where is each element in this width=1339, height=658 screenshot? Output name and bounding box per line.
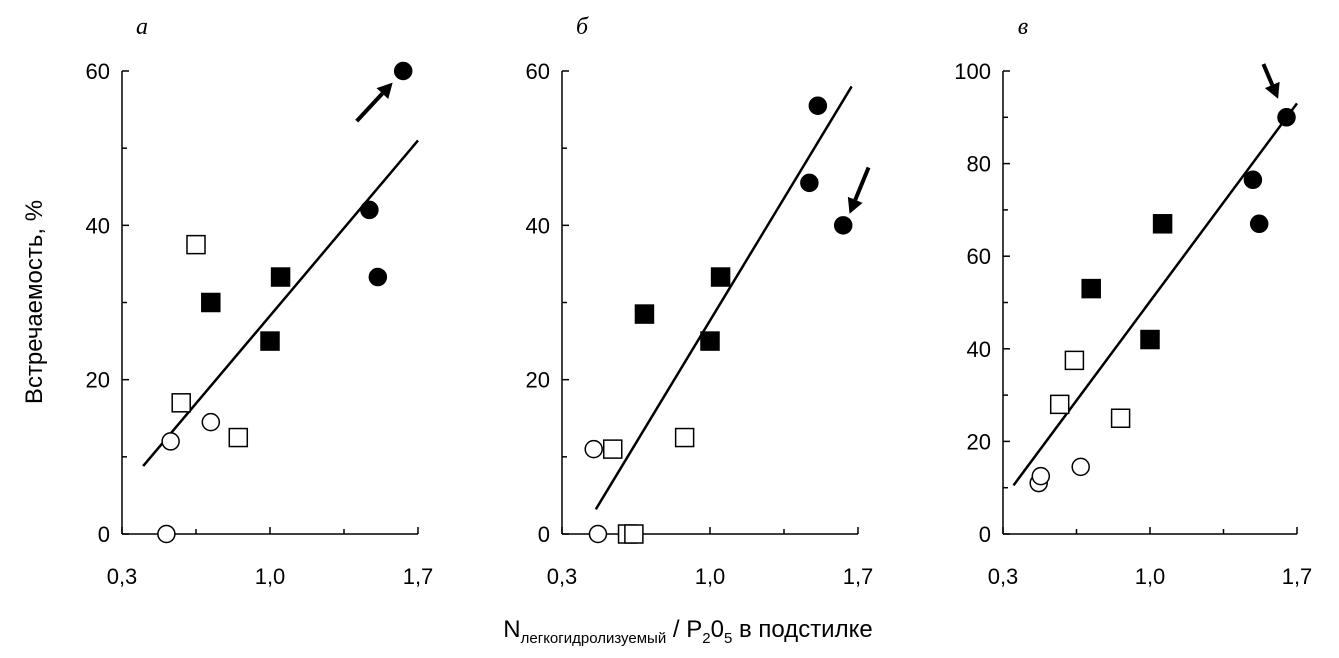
open-square-point bbox=[624, 524, 644, 544]
filled-square-point bbox=[260, 331, 280, 351]
x-label-n: N bbox=[503, 616, 520, 643]
chart-panels: 0 20 40 60 0,3 1,0 1,7 а 0 20 40 60 0,3 1,0 1,7 б 0 20 40 6… bbox=[86, 14, 1313, 589]
panel-letter: в bbox=[1018, 14, 1028, 40]
x-tick-label: 1,0 bbox=[695, 564, 726, 589]
x-label-sub2: 2 bbox=[702, 630, 710, 647]
arrow-head bbox=[376, 82, 393, 100]
regression-line bbox=[594, 85, 853, 510]
y-tick-label: 0 bbox=[979, 522, 991, 547]
arrow-annotation bbox=[847, 166, 871, 214]
filled-square-point bbox=[270, 267, 291, 287]
x-label-zero: 0 bbox=[711, 616, 724, 643]
filled-square-point bbox=[634, 304, 655, 324]
y-tick-label: 20 bbox=[967, 429, 991, 454]
x-axis-label: Nлегкогидролизуемый / P205 в подстилке bbox=[503, 616, 872, 647]
y-tick-label: 40 bbox=[86, 213, 110, 238]
open-circle-point bbox=[1071, 457, 1090, 477]
arrow-shaft bbox=[355, 92, 384, 123]
arrow-annotation bbox=[355, 82, 393, 123]
filled-square-point bbox=[700, 331, 720, 351]
filled-circle-point bbox=[393, 61, 413, 81]
filled-circle-point bbox=[368, 267, 388, 287]
x-tick-label: 0,3 bbox=[547, 564, 578, 589]
open-square-point bbox=[228, 427, 249, 448]
filled-square-point bbox=[710, 267, 731, 287]
regression-line bbox=[1012, 102, 1299, 487]
open-square-point bbox=[674, 427, 695, 448]
filled-circle-point bbox=[1243, 170, 1263, 190]
arrow-shaft bbox=[1261, 63, 1275, 86]
open-square-point bbox=[602, 439, 623, 459]
x-tick-label: 1,7 bbox=[403, 564, 434, 589]
y-axis-label: Встречаемость, % bbox=[21, 200, 48, 404]
open-square-point bbox=[1064, 350, 1085, 371]
open-circle-point bbox=[201, 412, 221, 432]
y-tick-label: 60 bbox=[967, 244, 991, 269]
y-tick-label: 80 bbox=[967, 152, 991, 177]
x-tick-label: 1,0 bbox=[255, 564, 286, 589]
filled-circle-point bbox=[833, 216, 853, 235]
arrow-head bbox=[1264, 81, 1280, 99]
filled-square-point bbox=[1140, 329, 1160, 350]
x-tick-label: 1,7 bbox=[1282, 564, 1313, 589]
x-label-sub5: 5 bbox=[724, 630, 732, 647]
filled-circle-point bbox=[1249, 214, 1269, 234]
y-tick-label: 100 bbox=[954, 59, 991, 84]
filled-square-point bbox=[201, 292, 221, 313]
filled-square-point bbox=[1081, 278, 1101, 299]
filled-circle-point bbox=[360, 200, 379, 220]
panel-letter: а bbox=[136, 14, 148, 40]
open-square-point bbox=[1049, 394, 1070, 415]
open-circle-point bbox=[584, 439, 603, 459]
filled-circle-point bbox=[800, 173, 819, 193]
chart-panel-3: 0 20 40 60 80 100 0,3 1,0 1,7 в bbox=[954, 14, 1312, 589]
arrow-head bbox=[847, 196, 863, 214]
chart-panel-2: 0 20 40 60 0,3 1,0 1,7 б bbox=[526, 14, 874, 589]
open-circle-point bbox=[1031, 466, 1051, 486]
x-tick-label: 1,7 bbox=[843, 564, 874, 589]
arrow-shaft bbox=[853, 166, 871, 201]
regression-line bbox=[142, 139, 419, 467]
y-tick-label: 0 bbox=[98, 522, 110, 547]
open-square-point bbox=[1110, 408, 1131, 428]
y-tick-label: 0 bbox=[538, 522, 550, 547]
x-tick-label: 0,3 bbox=[988, 564, 1019, 589]
filled-circle-point bbox=[1277, 108, 1296, 127]
arrow-annotation bbox=[1261, 63, 1280, 99]
panel-letter: б bbox=[576, 14, 589, 40]
x-label-tail: в подстилке bbox=[732, 616, 872, 643]
x-label-subscript: легкогидролизуемый bbox=[521, 630, 667, 647]
x-tick-label: 1,0 bbox=[1135, 564, 1166, 589]
y-tick-label: 20 bbox=[526, 368, 550, 393]
open-square-point bbox=[186, 234, 206, 255]
y-tick-label: 20 bbox=[86, 368, 110, 393]
filled-circle-point bbox=[808, 96, 828, 115]
y-tick-label: 60 bbox=[526, 59, 550, 84]
x-label-p: / P bbox=[666, 616, 702, 643]
open-square-point bbox=[171, 393, 191, 413]
y-tick-label: 40 bbox=[526, 213, 550, 238]
chart-panel-1: 0 20 40 60 0,3 1,0 1,7 а bbox=[86, 14, 434, 589]
open-circle-point bbox=[161, 432, 180, 451]
y-tick-label: 40 bbox=[967, 337, 991, 362]
x-tick-label: 0,3 bbox=[107, 564, 138, 589]
y-tick-label: 60 bbox=[86, 59, 110, 84]
open-circle-point bbox=[157, 524, 176, 544]
open-circle-point bbox=[588, 524, 608, 544]
filled-square-point bbox=[1152, 214, 1173, 234]
